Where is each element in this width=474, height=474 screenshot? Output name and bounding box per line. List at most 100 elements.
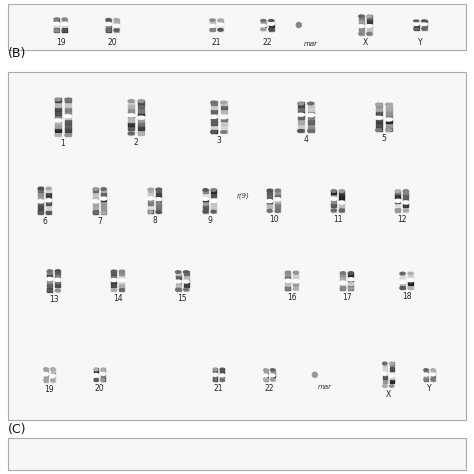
- Text: 5: 5: [381, 134, 386, 143]
- Ellipse shape: [202, 198, 209, 201]
- Ellipse shape: [47, 270, 52, 273]
- Text: 16: 16: [287, 293, 297, 302]
- Bar: [51, 368, 55, 373]
- Bar: [308, 102, 314, 107]
- Bar: [183, 271, 189, 275]
- Ellipse shape: [100, 197, 107, 200]
- Bar: [285, 286, 291, 290]
- Bar: [210, 23, 215, 27]
- Bar: [138, 130, 144, 135]
- Bar: [267, 208, 272, 212]
- Bar: [269, 27, 273, 30]
- Text: mar: mar: [318, 384, 332, 390]
- Bar: [395, 208, 401, 212]
- Bar: [8, 4, 466, 50]
- Ellipse shape: [203, 189, 208, 191]
- Ellipse shape: [148, 211, 153, 213]
- Bar: [210, 113, 217, 117]
- Bar: [55, 283, 60, 287]
- Ellipse shape: [385, 118, 392, 121]
- Bar: [403, 190, 409, 194]
- Text: 22: 22: [263, 38, 272, 47]
- Ellipse shape: [62, 22, 68, 26]
- Bar: [395, 199, 401, 203]
- Bar: [183, 283, 189, 287]
- Ellipse shape: [308, 102, 314, 105]
- Bar: [101, 377, 105, 381]
- Ellipse shape: [62, 18, 67, 21]
- Bar: [128, 113, 134, 117]
- Bar: [106, 18, 111, 23]
- Ellipse shape: [128, 132, 134, 135]
- Bar: [138, 126, 144, 130]
- Ellipse shape: [37, 200, 44, 203]
- Bar: [218, 23, 223, 27]
- Ellipse shape: [219, 374, 225, 377]
- Bar: [62, 27, 67, 32]
- Ellipse shape: [413, 23, 419, 25]
- Ellipse shape: [389, 374, 394, 377]
- Bar: [422, 24, 427, 27]
- Bar: [375, 115, 382, 119]
- Bar: [367, 23, 372, 27]
- Bar: [203, 193, 208, 197]
- Ellipse shape: [424, 378, 428, 381]
- Bar: [8, 438, 466, 470]
- Bar: [298, 107, 304, 111]
- Ellipse shape: [312, 372, 318, 377]
- Bar: [400, 273, 405, 276]
- Bar: [403, 199, 409, 203]
- Ellipse shape: [285, 279, 291, 283]
- Bar: [400, 277, 405, 281]
- Bar: [46, 205, 51, 210]
- Bar: [414, 24, 419, 27]
- Bar: [65, 132, 71, 136]
- Ellipse shape: [183, 280, 189, 283]
- Bar: [93, 205, 98, 210]
- Bar: [156, 209, 161, 213]
- Ellipse shape: [395, 190, 401, 192]
- Ellipse shape: [424, 369, 428, 371]
- Ellipse shape: [403, 190, 409, 192]
- Bar: [46, 192, 51, 196]
- Bar: [331, 199, 336, 203]
- Bar: [340, 281, 346, 285]
- Bar: [213, 377, 217, 381]
- Bar: [298, 124, 304, 128]
- Bar: [156, 205, 161, 209]
- Text: 11: 11: [333, 215, 343, 224]
- Ellipse shape: [94, 379, 98, 381]
- Ellipse shape: [270, 374, 275, 377]
- Bar: [55, 124, 61, 128]
- Ellipse shape: [92, 200, 99, 203]
- Ellipse shape: [359, 15, 364, 18]
- Ellipse shape: [395, 209, 401, 212]
- Ellipse shape: [296, 22, 301, 27]
- Bar: [285, 272, 291, 276]
- Bar: [38, 205, 43, 210]
- Bar: [221, 101, 227, 105]
- Ellipse shape: [148, 188, 153, 191]
- Bar: [46, 201, 51, 205]
- Ellipse shape: [44, 368, 48, 371]
- Ellipse shape: [210, 19, 215, 21]
- Ellipse shape: [421, 23, 428, 26]
- Ellipse shape: [275, 210, 280, 212]
- Text: (B): (B): [8, 47, 27, 60]
- Bar: [385, 128, 392, 131]
- Ellipse shape: [218, 28, 223, 31]
- Ellipse shape: [298, 130, 304, 132]
- Ellipse shape: [155, 198, 162, 201]
- Text: 14: 14: [113, 294, 123, 303]
- Ellipse shape: [47, 289, 52, 292]
- Bar: [65, 115, 71, 119]
- Ellipse shape: [297, 113, 305, 116]
- Ellipse shape: [62, 29, 67, 32]
- Bar: [271, 377, 274, 381]
- Bar: [65, 124, 71, 128]
- Bar: [114, 23, 119, 27]
- Ellipse shape: [390, 362, 393, 365]
- Bar: [55, 270, 60, 274]
- Bar: [293, 272, 299, 276]
- Ellipse shape: [374, 116, 383, 119]
